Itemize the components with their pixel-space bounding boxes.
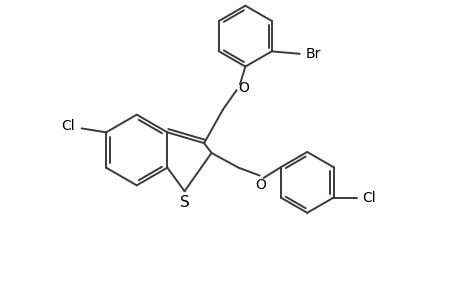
Text: O: O bbox=[238, 81, 249, 95]
Text: S: S bbox=[179, 194, 189, 209]
Text: Cl: Cl bbox=[362, 190, 375, 205]
Text: Cl: Cl bbox=[62, 119, 75, 133]
Text: O: O bbox=[255, 178, 265, 192]
Text: Br: Br bbox=[305, 47, 320, 61]
